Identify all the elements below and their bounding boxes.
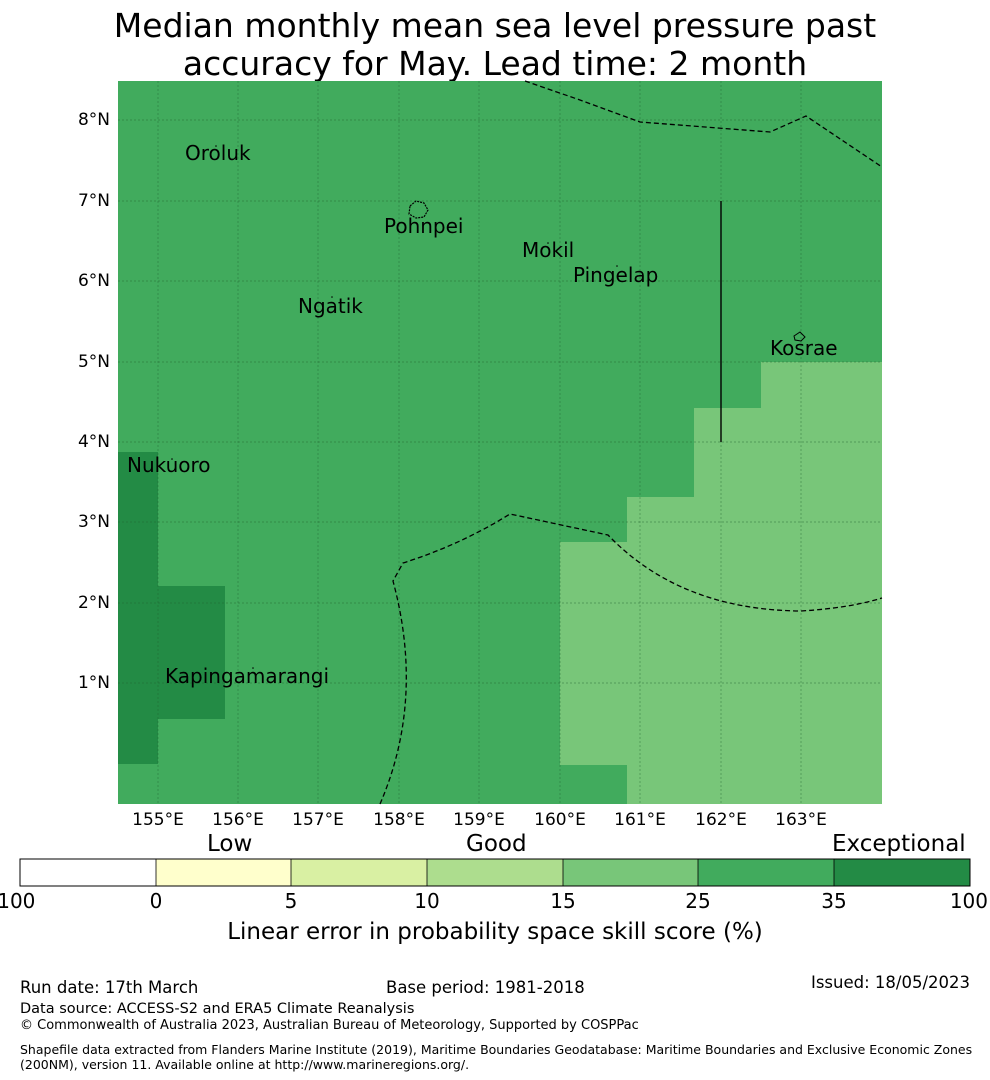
lon-label-159e: 159°E [453, 810, 505, 830]
copyright: © Commonwealth of Australia 2023, Austra… [20, 1018, 639, 1033]
colorbar-segment-6 [698, 859, 834, 886]
colorbar-tick-25: 25 [685, 889, 711, 913]
lat-label-4n: 4°N [77, 432, 110, 452]
lat-label-5n: 5°N [77, 352, 110, 372]
eez-boundaries [379, 80, 883, 805]
data-source: Data source: ACCESS-S2 and ERA5 Climate … [20, 1001, 415, 1017]
lon-label-160e: 160°E [534, 810, 586, 830]
shapefile-credit-line2: (200NM), version 11. Available online at… [20, 1057, 470, 1072]
colorbar-segment-1 [20, 859, 156, 886]
issued-date: Issued: 18/05/2023 [810, 973, 970, 992]
kapingamarangi-island-icon [252, 667, 254, 669]
eez-boundary-south [379, 513, 883, 805]
place-label-pingelap: Pingelap [573, 263, 659, 287]
place-label-nukuoro: Nukuoro [127, 453, 211, 477]
place-label-kapingamarangi: Kapingamarangi [165, 664, 330, 688]
skill-region-exceptional-kapinga [158, 586, 225, 719]
run-date: Run date: 17th March [20, 978, 199, 997]
colorbar-tick-15: 15 [550, 889, 576, 913]
lon-label-158e: 158°E [373, 810, 425, 830]
place-label-mokil: Mokil [522, 238, 575, 262]
place-label-kosrae: Kosrae [770, 336, 838, 360]
colorbar-tick-minus100: -100 [0, 889, 36, 913]
colorbar-segment-2 [156, 859, 291, 886]
lon-label-162e: 162°E [695, 810, 747, 830]
colorbar-category-low: Low [207, 831, 253, 857]
place-label-ngatik: Ngatik [298, 294, 363, 318]
base-period: Base period: 1981-2018 [386, 978, 585, 997]
lon-label-163e: 163°E [775, 810, 827, 830]
lat-label-2n: 2°N [77, 593, 110, 613]
lon-label-161e: 161°E [614, 810, 666, 830]
pohnpei-island-icon [408, 200, 429, 219]
nukuoro-island-icon [171, 458, 173, 460]
colorbar [19, 858, 971, 887]
oroluk-island-icon [215, 145, 217, 147]
colorbar-tick-35: 35 [821, 889, 847, 913]
colorbar-tick-0: 0 [149, 889, 163, 913]
lon-label-157e: 157°E [292, 810, 344, 830]
place-label-pohnpei: Pohnpei [384, 214, 464, 238]
lat-label-1n: 1°N [77, 673, 110, 693]
colorbar-segment-4 [427, 859, 563, 886]
lon-label-156e: 156°E [212, 810, 264, 830]
skill-region-exceptional-west [118, 452, 158, 764]
colorbar-tick-100: 100 [949, 889, 988, 913]
map-title-line1: Median monthly mean sea level pressure p… [113, 6, 877, 45]
lat-label-7n: 7°N [77, 191, 110, 211]
mokil-island-icon [547, 242, 549, 244]
colorbar-tick-5: 5 [284, 889, 298, 913]
colorbar-category-good: Good [466, 831, 527, 857]
lat-label-6n: 6°N [77, 271, 110, 291]
lon-label-155e: 155°E [132, 810, 184, 830]
ngatik-island-icon [331, 296, 333, 298]
colorbar-tick-10: 10 [414, 889, 440, 913]
colorbar-segment-5 [563, 859, 698, 886]
colorbar-segment-7 [834, 859, 970, 886]
place-label-oroluk: Oroluk [185, 141, 251, 165]
pingelap-island-icon [616, 265, 618, 267]
colorbar-category-exceptional: Exceptional [832, 831, 966, 857]
kosrae-island-icon [793, 331, 806, 342]
lat-label-3n: 3°N [77, 512, 110, 532]
colorbar-segment-3 [291, 859, 427, 886]
shapefile-credit-line1: Shapefile data extracted from Flanders M… [20, 1042, 973, 1057]
eez-boundary-north [524, 80, 883, 168]
colorbar-label: Linear error in probability space skill … [227, 919, 763, 945]
map-title-line2: accuracy for May. Lead time: 2 month [182, 44, 808, 83]
graticule [118, 81, 882, 804]
lat-label-8n: 8°N [77, 110, 110, 130]
